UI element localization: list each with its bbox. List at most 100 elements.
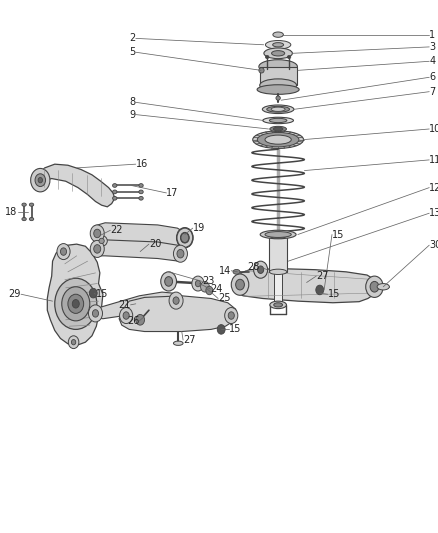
Ellipse shape: [113, 190, 117, 193]
Ellipse shape: [257, 133, 299, 147]
Text: 1: 1: [429, 30, 435, 39]
Ellipse shape: [29, 217, 34, 221]
Text: 21: 21: [118, 300, 131, 310]
Text: 27: 27: [316, 271, 329, 281]
Circle shape: [57, 244, 70, 260]
Ellipse shape: [253, 131, 304, 149]
Circle shape: [231, 274, 249, 295]
Circle shape: [177, 249, 184, 258]
Ellipse shape: [259, 60, 297, 74]
Ellipse shape: [233, 269, 240, 274]
Bar: [274, 271, 282, 304]
Circle shape: [123, 312, 129, 319]
Circle shape: [94, 245, 101, 253]
Ellipse shape: [377, 284, 389, 290]
Text: 7: 7: [429, 87, 435, 96]
Circle shape: [90, 240, 104, 257]
Polygon shape: [92, 292, 179, 319]
Ellipse shape: [264, 48, 293, 59]
Ellipse shape: [29, 203, 34, 206]
Polygon shape: [94, 223, 187, 248]
Text: 15: 15: [95, 289, 108, 299]
Circle shape: [195, 280, 201, 287]
Ellipse shape: [269, 269, 287, 274]
Ellipse shape: [265, 41, 291, 49]
Text: 2: 2: [130, 34, 136, 43]
Circle shape: [173, 245, 187, 262]
Circle shape: [206, 286, 213, 295]
Ellipse shape: [287, 55, 291, 59]
Ellipse shape: [260, 230, 296, 239]
Circle shape: [370, 281, 379, 292]
Text: 30: 30: [429, 240, 438, 250]
Circle shape: [136, 314, 145, 325]
Text: 12: 12: [429, 183, 438, 192]
Ellipse shape: [274, 303, 283, 307]
Text: 24: 24: [210, 284, 223, 294]
Ellipse shape: [22, 203, 26, 206]
Bar: [260, 67, 297, 85]
Circle shape: [258, 266, 264, 273]
Ellipse shape: [139, 183, 143, 187]
Circle shape: [366, 276, 383, 297]
Polygon shape: [47, 244, 103, 345]
Circle shape: [68, 336, 79, 349]
Text: 14: 14: [219, 266, 231, 276]
Circle shape: [192, 276, 204, 291]
Ellipse shape: [96, 236, 107, 246]
Circle shape: [181, 233, 189, 243]
Ellipse shape: [113, 197, 117, 200]
Ellipse shape: [265, 135, 291, 144]
Text: 18: 18: [5, 207, 18, 217]
Circle shape: [120, 308, 133, 324]
Ellipse shape: [262, 105, 294, 114]
Text: 19: 19: [193, 223, 205, 233]
Ellipse shape: [265, 231, 291, 238]
Ellipse shape: [22, 217, 26, 221]
Circle shape: [71, 340, 76, 345]
Circle shape: [90, 225, 104, 242]
Ellipse shape: [272, 43, 284, 47]
Circle shape: [62, 287, 90, 321]
Circle shape: [89, 288, 97, 298]
Circle shape: [169, 292, 183, 309]
Ellipse shape: [99, 238, 104, 244]
Circle shape: [177, 228, 193, 248]
Circle shape: [316, 285, 324, 295]
Ellipse shape: [113, 183, 117, 187]
Ellipse shape: [260, 79, 297, 92]
Circle shape: [165, 277, 173, 286]
Ellipse shape: [272, 51, 285, 56]
Polygon shape: [236, 269, 378, 303]
Text: 17: 17: [166, 188, 179, 198]
Ellipse shape: [269, 118, 287, 123]
Circle shape: [201, 281, 209, 292]
Ellipse shape: [270, 126, 286, 132]
Circle shape: [92, 310, 99, 317]
Circle shape: [161, 272, 177, 291]
Text: 13: 13: [429, 208, 438, 218]
Text: 25: 25: [218, 294, 231, 303]
Ellipse shape: [139, 197, 143, 200]
Text: 9: 9: [130, 110, 136, 119]
Circle shape: [228, 312, 234, 319]
Circle shape: [173, 297, 179, 304]
Text: 8: 8: [130, 98, 136, 107]
Circle shape: [180, 232, 189, 243]
Text: 11: 11: [429, 155, 438, 165]
Text: 6: 6: [429, 72, 435, 82]
Text: 4: 4: [429, 56, 435, 66]
Text: 3: 3: [429, 42, 435, 52]
Circle shape: [31, 168, 50, 192]
Ellipse shape: [257, 85, 299, 94]
Text: 5: 5: [130, 47, 136, 57]
Text: 16: 16: [136, 159, 148, 169]
Text: 15: 15: [332, 230, 344, 239]
Ellipse shape: [259, 68, 264, 73]
Ellipse shape: [271, 107, 285, 111]
Text: 23: 23: [202, 277, 215, 286]
Text: 10: 10: [429, 124, 438, 134]
Circle shape: [72, 300, 79, 308]
Ellipse shape: [173, 341, 183, 345]
Text: 27: 27: [183, 335, 196, 345]
